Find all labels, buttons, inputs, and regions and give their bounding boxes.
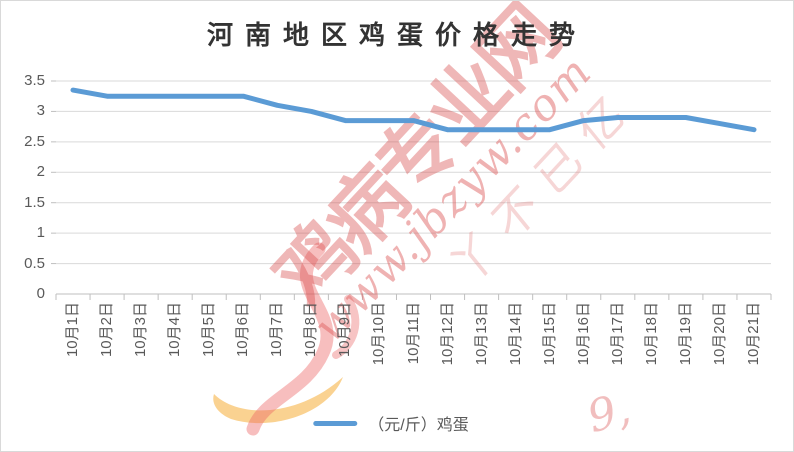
y-tick-label: 3.5 bbox=[24, 72, 45, 89]
legend-label: （元/斤）鸡蛋 bbox=[368, 417, 469, 434]
y-tick-label: 1 bbox=[36, 224, 45, 242]
y-tick-label: 2.5 bbox=[24, 132, 45, 150]
logo-hook-shape bbox=[332, 295, 360, 359]
y-tick-label: 2 bbox=[36, 163, 45, 181]
legend-line-marker-icon bbox=[313, 420, 358, 426]
legend: （元/斤）鸡蛋 bbox=[313, 411, 469, 435]
y-tick-label: 1.5 bbox=[24, 193, 45, 211]
logo-crescent-shape bbox=[213, 377, 343, 424]
y-tick-label: 0.5 bbox=[24, 254, 45, 272]
price-series-line bbox=[70, 87, 757, 133]
y-tick-label: 3 bbox=[36, 102, 45, 120]
logo-swirl-shape bbox=[246, 242, 334, 436]
chart-title: 河南地区鸡蛋价格走势 bbox=[206, 21, 587, 51]
y-tick-label: 0 bbox=[36, 285, 45, 302]
